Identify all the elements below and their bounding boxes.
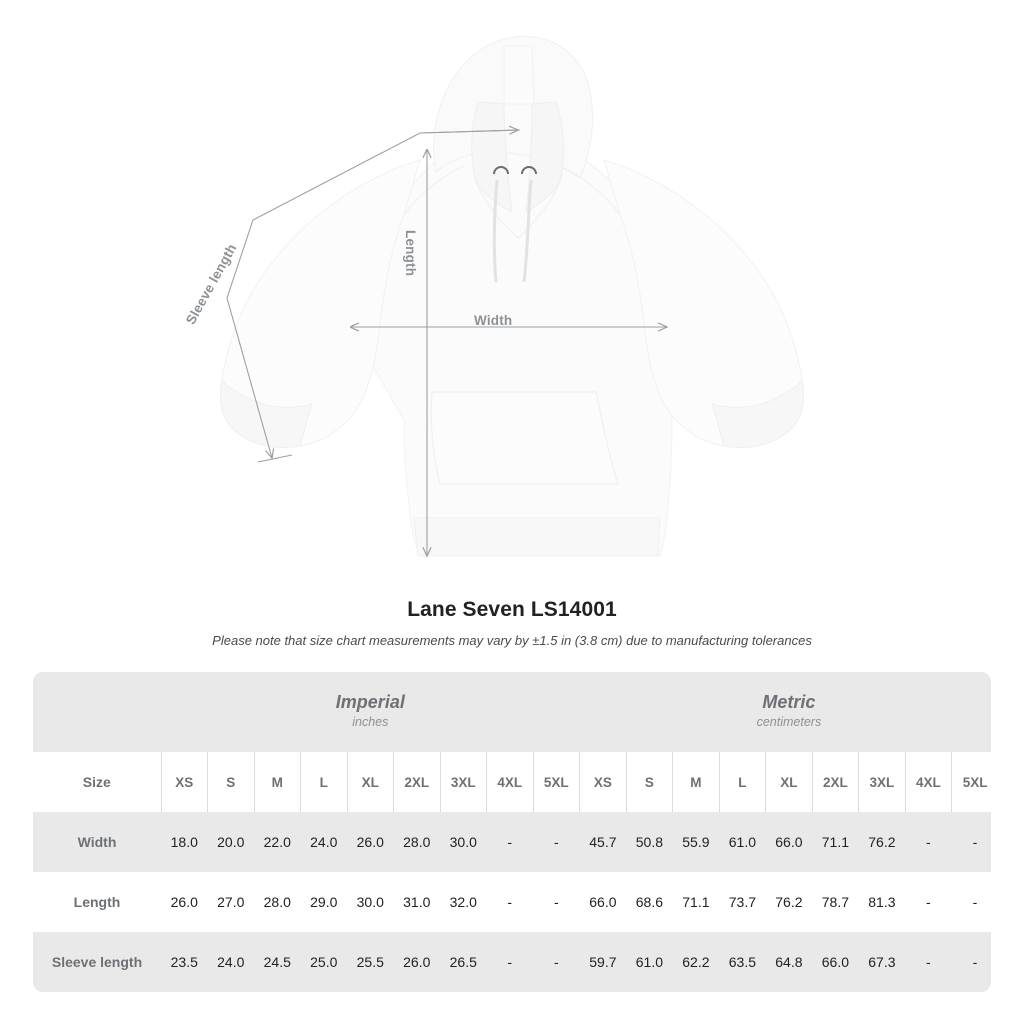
cell-length-imperial-3xl: 32.0	[449, 894, 477, 910]
cell-length-metric-4xl: -	[926, 894, 931, 910]
size-header-cell-3xl: 3XL	[858, 752, 906, 812]
cell-width-metric-2xl: 71.1	[821, 834, 849, 850]
cell-width-metric-5xl: -	[972, 834, 978, 850]
size-chart-table: Imperial inches Metric centimeters Size XS S M L…	[33, 672, 991, 992]
row-header-size: Size	[82, 774, 111, 790]
cell-length-metric-2xl: 78.7	[821, 894, 849, 910]
garment-illustration: Width Length Sleeve length	[183, 35, 804, 580]
unit-subtitle: inches	[352, 714, 389, 729]
cell-length-metric-l: 73.7	[728, 894, 756, 910]
cell-length-imperial-xs: 26.0	[170, 894, 198, 910]
cell-length-imperial-4xl: -	[507, 894, 513, 910]
cell-width-imperial-3xl: 30.0	[449, 834, 477, 850]
size-header-cell-2xl: 2XL	[811, 752, 859, 812]
cell-sleeve-length-imperial-xl: 25.5	[356, 954, 384, 970]
size-header-cell-2xl: 2XL	[393, 752, 440, 812]
cell-length-imperial-l: 29.0	[310, 894, 338, 910]
cell-length-metric-xs: 66.0	[589, 894, 617, 910]
cell-sleeve-length-metric-s: 61.0	[635, 954, 663, 970]
size-chart-table-container: Imperial inches Metric centimeters Size XS S M L…	[33, 672, 991, 992]
cell-width-imperial-xl: 26.0	[356, 834, 384, 850]
cell-length-metric-5xl: -	[972, 894, 978, 910]
unit-title: Imperial	[335, 692, 405, 713]
cell-width-imperial-s: 20.0	[217, 834, 245, 850]
cell-sleeve-length-metric-2xl: 66.0	[821, 954, 849, 970]
cell-width-imperial-5xl: -	[553, 834, 559, 850]
cell-length-imperial-2xl: 31.0	[403, 894, 431, 910]
cell-length-metric-s: 68.6	[635, 894, 663, 910]
cell-width-imperial-2xl: 28.0	[403, 834, 431, 850]
size-header-cell-xl: XL	[765, 752, 813, 812]
cell-width-imperial-4xl: -	[507, 834, 513, 850]
cell-sleeve-length-metric-xs: 59.7	[589, 954, 617, 970]
length-dimension-label: Length	[403, 230, 418, 277]
size-header-cell-xs: XS	[579, 752, 627, 812]
chart-caption: Lane Seven LS14001 Please note that size…	[0, 598, 1024, 648]
cell-sleeve-length-metric-xl: 64.8	[775, 954, 803, 970]
cell-length-imperial-xl: 30.0	[356, 894, 384, 910]
size-header-cell-m: M	[672, 752, 720, 812]
tolerance-note: Please note that size chart measurements…	[212, 633, 812, 648]
size-header-cell-xs: XS	[160, 752, 208, 812]
hoodie-graphic	[220, 35, 804, 557]
cell-length-imperial-m: 28.0	[263, 894, 291, 910]
cell-width-metric-s: 50.8	[635, 834, 663, 850]
cell-length-imperial-s: 27.0	[217, 894, 245, 910]
cell-sleeve-length-imperial-s: 24.0	[217, 954, 245, 970]
row-header-width: Width	[77, 834, 117, 850]
cell-width-metric-l: 61.0	[728, 834, 756, 850]
unit-header-spacer	[33, 672, 161, 752]
cell-sleeve-length-metric-4xl: -	[926, 954, 931, 970]
size-header-cell-m: M	[253, 752, 301, 812]
size-header-row: Size XS S M L XL 2XL 3XL 4XL 5XL XS S M L XL 2XL 3XL 4XL 5…	[33, 752, 991, 812]
unit-title: Metric	[762, 692, 816, 713]
table-row: Sleeve length 23.5 24.0 24.5 25.0 25.5 26.0 26.…	[33, 932, 991, 992]
cell-sleeve-length-imperial-m: 24.5	[263, 954, 291, 970]
cell-width-imperial-xs: 18.0	[170, 834, 198, 850]
size-header-cell-4xl: 4XL	[904, 752, 952, 812]
size-header-cell-l: L	[300, 752, 347, 812]
cell-length-imperial-5xl: -	[553, 894, 559, 910]
cell-length-metric-3xl: 81.3	[868, 894, 896, 910]
cell-width-metric-4xl: -	[926, 834, 931, 850]
cell-sleeve-length-imperial-4xl: -	[507, 954, 513, 970]
cell-length-metric-xl: 76.2	[775, 894, 803, 910]
unit-header-metric: Metric centimeters	[579, 672, 991, 752]
cell-sleeve-length-imperial-xs: 23.5	[170, 954, 198, 970]
cell-width-metric-xs: 45.7	[589, 834, 617, 850]
cell-width-metric-xl: 66.0	[775, 834, 803, 850]
cell-sleeve-length-imperial-2xl: 26.0	[403, 954, 431, 970]
cell-sleeve-length-metric-3xl: 67.3	[868, 954, 896, 970]
cell-sleeve-length-metric-l: 63.5	[728, 954, 756, 970]
cell-width-imperial-l: 24.0	[310, 834, 338, 850]
cell-width-imperial-m: 22.0	[263, 834, 291, 850]
size-header-cell-s: S	[207, 752, 254, 812]
unit-subtitle: centimeters	[756, 714, 822, 729]
table-row: Width 18.0 20.0 22.0 24.0 26.0 28.0 30.0 - - 45.7 5…	[33, 812, 991, 872]
row-header-sleeve-length: Sleeve length	[51, 954, 143, 970]
unit-header-row: Imperial inches Metric centimeters	[33, 672, 991, 752]
cell-sleeve-length-metric-5xl: -	[972, 954, 978, 970]
width-dimension-label: Width	[474, 313, 513, 328]
size-header-cell-5xl: 5XL	[532, 752, 580, 812]
size-header-cell-s: S	[625, 752, 673, 812]
cell-length-metric-m: 71.1	[682, 894, 710, 910]
cell-sleeve-length-imperial-l: 25.0	[310, 954, 338, 970]
cell-sleeve-length-imperial-5xl: -	[553, 954, 559, 970]
page-title: Lane Seven LS14001	[407, 598, 617, 621]
size-header-cell-3xl: 3XL	[439, 752, 487, 812]
unit-header-imperial: Imperial inches	[161, 672, 580, 752]
cell-sleeve-length-metric-m: 62.2	[682, 954, 710, 970]
cell-width-metric-m: 55.9	[682, 834, 710, 850]
size-header-cell-xl: XL	[346, 752, 394, 812]
cell-width-metric-3xl: 76.2	[868, 834, 896, 850]
row-header-length: Length	[73, 894, 121, 910]
cell-sleeve-length-imperial-3xl: 26.5	[449, 954, 477, 970]
table-row: Length 26.0 27.0 28.0 29.0 30.0 31.0 32.0 - - 66.0…	[33, 872, 991, 932]
size-header-cell-5xl: 5XL	[951, 752, 991, 812]
dimension-lines	[226, 130, 667, 556]
size-header-cell-4xl: 4XL	[486, 752, 533, 812]
size-header-cell-l: L	[718, 752, 766, 812]
